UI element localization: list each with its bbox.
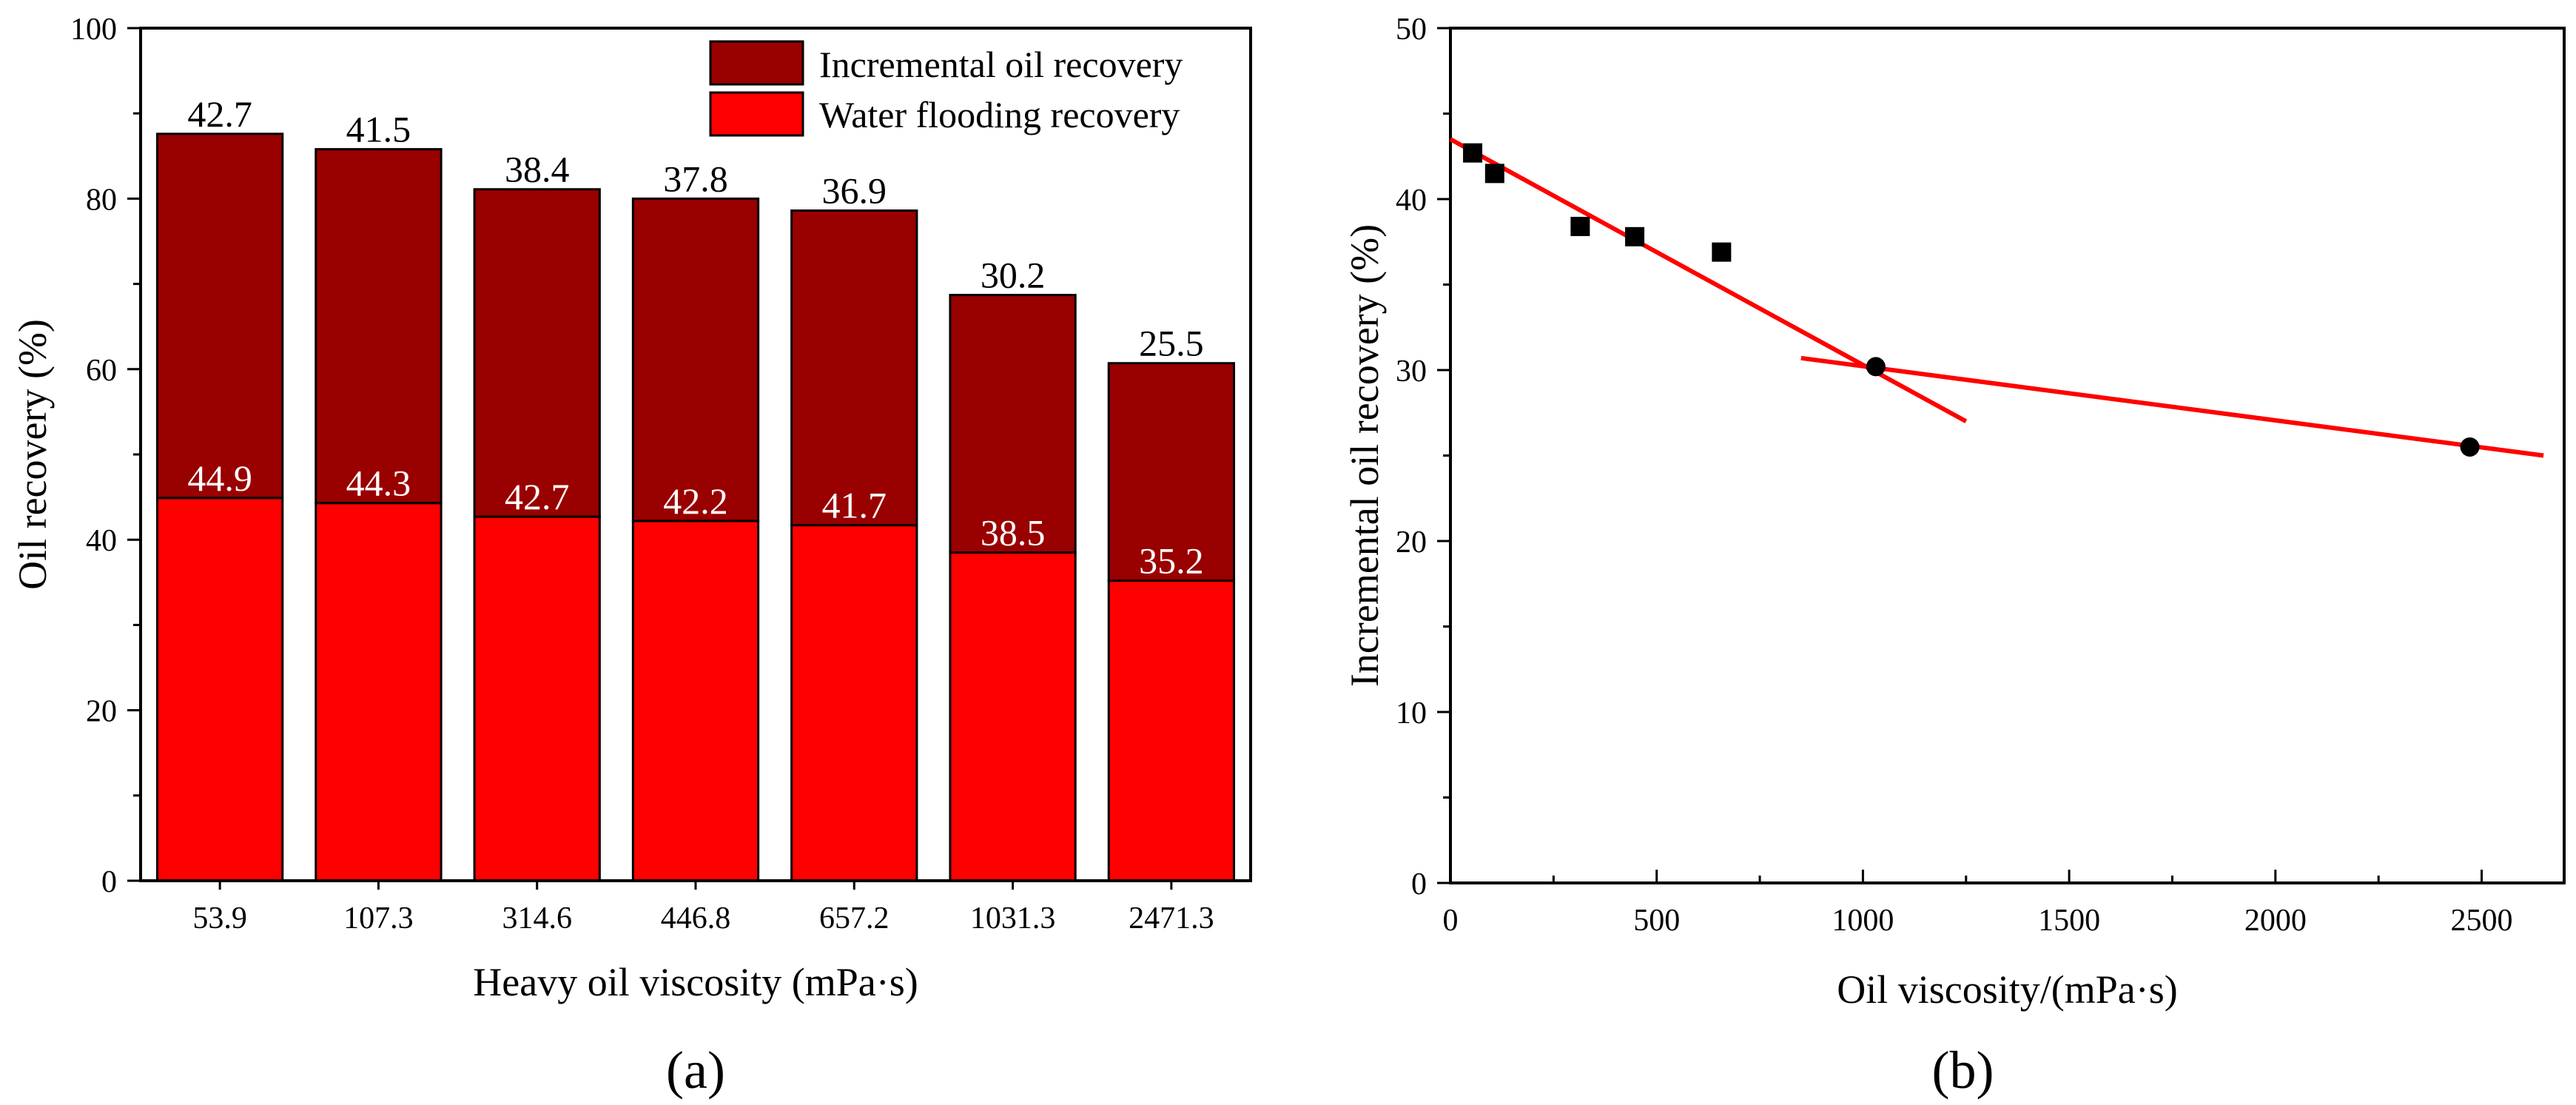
x-tick-label: 2471.3 [1129,901,1214,936]
y-tick-label: 10 [1396,696,1427,730]
x-tick-label: 500 [1633,904,1680,938]
bar-value-label: 41.5 [346,109,411,150]
x-tick-label: 2500 [2451,904,2513,938]
y-tick-label: 50 [1396,13,1427,47]
bar-segment [631,197,760,523]
legend-swatch-water-flooding-recovery [709,91,804,137]
bar-segment [1107,579,1235,882]
data-point-circle [2460,437,2480,457]
b-points-layer [1463,143,2480,457]
a-legend: Incremental oil recovery Water flooding … [709,40,1183,137]
a-y-axis: 0 20 40 60 80 100 [70,13,141,899]
bar-segment [790,524,918,882]
bar-value-label: 38.4 [505,149,570,190]
x-tick-label: 1000 [1832,904,1894,938]
bar-segment [790,209,918,527]
legend-swatch-incremental-oil-recovery [709,40,804,86]
bar-value-label: 37.8 [663,158,728,199]
y-tick-label: 40 [1396,184,1427,218]
y-tick-label: 100 [70,13,117,47]
data-point-square [1570,216,1590,236]
y-tick-label: 30 [1396,355,1427,389]
y-tick-label: 80 [86,183,117,217]
panel-label-b: (b) [1932,1041,1994,1100]
y-tick-label: 0 [101,865,117,899]
bar-value-label: 42.7 [187,93,252,135]
legend-label-incremental-oil-recovery: Incremental oil recovery [819,44,1183,85]
panel-a-bar-chart: 44.9 42.7 44.3 41.5 42.7 38.4 42.2 37.8 41.7 36.9… [10,13,1252,1100]
x-tick-label: 107.3 [343,901,414,936]
bar-segment [315,502,443,882]
bar-segment [631,520,760,882]
bar-value-label: 42.7 [505,476,570,517]
a-y-axis-title: Oil recovery (%) [10,319,55,590]
y-tick-label: 60 [86,354,117,388]
x-tick-label: 0 [1443,904,1459,938]
bar-value-label: 36.9 [822,170,887,212]
panel-b-scatter-chart: 0 10 20 30 40 50 0 500 1000 1500 2000 2500 Oil vis… [1342,13,2566,1100]
x-tick-label: 657.2 [819,901,890,936]
y-tick-label: 40 [86,524,117,558]
b-x-axis: 0 500 1000 1500 2000 2500 [1443,870,2513,938]
bar-value-label: 35.2 [1139,540,1204,581]
b-x-axis-title: Oil viscosity/(mPa·s) [1837,967,2177,1012]
bar-segment [156,132,284,500]
bar-segment [156,497,284,882]
bar-segment [1107,362,1235,582]
a-value-labels-layer: 44.9 42.7 44.3 41.5 42.7 38.4 42.2 37.8 41.7 36.9… [187,93,1203,582]
panel-label-a: (a) [666,1041,725,1100]
y-tick-label: 20 [86,695,117,729]
bar-segment [315,148,443,505]
x-tick-label: 1031.3 [970,901,1056,936]
x-tick-label: 53.9 [192,901,247,936]
x-tick-label: 1500 [2038,904,2100,938]
bar-value-label: 38.5 [981,511,1046,553]
bar-segment [473,188,601,518]
y-tick-label: 0 [1411,867,1427,901]
data-point-circle [1866,357,1886,377]
x-tick-label: 446.8 [661,901,731,936]
bar-segment [473,515,601,882]
bar-value-label: 42.2 [663,480,728,522]
bar-segment [949,551,1077,882]
b-trend-lines-layer [1449,137,2544,458]
legend-label-water-flooding-recovery: Water flooding recovery [819,94,1180,135]
bar-value-label: 41.7 [822,485,887,526]
data-point-square [1484,164,1504,184]
data-point-square [1712,242,1732,262]
bar-value-label: 30.2 [981,255,1046,296]
a-x-axis: 53.9 107.3 314.6 446.8 657.2 1031.3 2471.3 [192,881,1214,936]
x-tick-label: 314.6 [502,901,572,936]
a-x-axis-title: Heavy oil viscosity (mPa·s) [473,960,918,1004]
y-tick-label: 20 [1396,525,1427,560]
bar-value-label: 44.9 [187,457,252,499]
b-y-axis: 0 10 20 30 40 50 [1396,13,1450,901]
trend-line [1800,355,2544,458]
b-plot-frame [1449,27,2566,884]
bar-segment [949,294,1077,554]
x-tick-label: 2000 [2244,904,2307,938]
data-point-square [1625,226,1645,246]
b-y-axis-title: Incremental oil recovery (%) [1342,224,1387,687]
bar-value-label: 44.3 [346,463,411,504]
trend-line [1449,137,1968,423]
a-bars-layer [156,132,1235,882]
bar-value-label: 25.5 [1139,323,1204,364]
data-point-square [1463,143,1483,163]
